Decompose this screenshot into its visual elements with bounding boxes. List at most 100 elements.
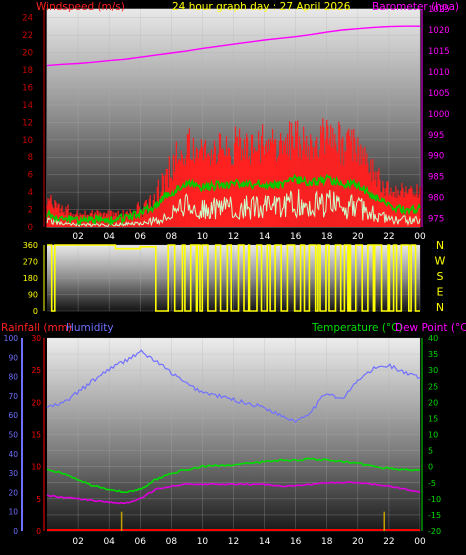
- y-tick-label-temp: -10: [428, 495, 441, 504]
- y-tick-label-rain: 10: [31, 463, 41, 472]
- y-tick-label-right: 1020: [428, 26, 450, 36]
- y-tick-label-right: 995: [428, 131, 444, 141]
- y-tick-label: 2: [28, 206, 33, 216]
- y-tick-label-right: 990: [428, 152, 444, 162]
- x-tick-label: 22: [383, 232, 394, 242]
- windspeed-label: Windspeed (m/s): [36, 1, 125, 13]
- y-tick-label: 16: [22, 83, 33, 93]
- x-tick-label: 22: [383, 537, 394, 547]
- y-tick-label-right: 980: [428, 194, 444, 204]
- y-tick-label-temp: 25: [428, 382, 438, 391]
- y-tick-label: 270: [23, 258, 38, 267]
- x-tick-label: 18: [321, 232, 333, 242]
- y-tick-label-right: 985: [428, 173, 444, 183]
- y-tick-label-humidity: 70: [8, 392, 18, 401]
- y-tick-label-temp: 30: [428, 366, 438, 375]
- y-tick-label-humidity: 30: [8, 469, 18, 478]
- y-tick-label-rain: 30: [31, 334, 41, 343]
- y-tick-label-temp: 35: [428, 350, 438, 359]
- x-tick-label: 10: [197, 232, 209, 242]
- panel-temp: -20 -15 -10 -5 0 5 10 15 20 25 30 35 40 02 04 06 08 10 12 1…: [4, 334, 441, 547]
- y-tick-label: 12: [22, 118, 33, 128]
- barometer-label: Barometer (hpa): [372, 1, 459, 13]
- y-tick-label: 4: [28, 188, 33, 198]
- x-tick-label: 18: [321, 537, 333, 547]
- x-tick-label: 00: [414, 537, 426, 547]
- x-tick-label: 02: [72, 537, 83, 547]
- y-tick-label-rain: 5: [36, 495, 41, 504]
- y-tick-label-temp: 15: [428, 414, 438, 423]
- y-tick-label: 90: [28, 291, 38, 300]
- x-tick-label: 12: [228, 537, 239, 547]
- y-tick-label-humidity: 100: [4, 334, 19, 343]
- x-tick-label: 02: [72, 232, 83, 242]
- y-tick-label-humidity: 0: [13, 527, 18, 536]
- x-tick-label: 06: [135, 232, 147, 242]
- x-tick-label: 00: [414, 232, 426, 242]
- humidity-series: [46, 349, 421, 424]
- x-tick-label: 16: [290, 232, 302, 242]
- x-tick-label: 20: [352, 232, 364, 242]
- y-tick-label: 20: [22, 49, 33, 59]
- y-tick-label-temp: 40: [428, 334, 438, 343]
- compass-label: E: [437, 286, 444, 299]
- y-tick-label-temp: 10: [428, 431, 438, 440]
- barometer-series: [46, 25, 420, 67]
- y-tick-label-right: 1010: [428, 68, 450, 78]
- y-tick-label: 0: [28, 223, 33, 233]
- y-tick-label-temp: 0: [428, 463, 433, 472]
- y-tick-label-humidity: 60: [8, 411, 18, 420]
- y-tick-label-humidity: 20: [8, 488, 18, 497]
- y-tick-label: 0: [33, 307, 38, 316]
- y-tick-label: 8: [28, 153, 33, 163]
- x-tick-label: 14: [259, 232, 271, 242]
- y-tick-label-right: 975: [428, 215, 444, 225]
- x-tick-label: 20: [352, 537, 364, 547]
- x-tick-label: 04: [103, 537, 115, 547]
- y-tick-label-temp: -15: [428, 511, 441, 520]
- y-tick-label: 22: [22, 31, 33, 41]
- y-tick-label-right: 1005: [428, 89, 450, 99]
- y-tick-label-temp: 5: [428, 447, 433, 456]
- y-tick-label-rain: 20: [31, 398, 41, 407]
- y-tick-label: 6: [28, 171, 33, 181]
- y-tick-label-humidity: 10: [8, 508, 18, 517]
- y-tick-label: 180: [23, 274, 38, 283]
- humidity-label: Humidity: [66, 322, 114, 334]
- x-tick-label: 14: [259, 537, 271, 547]
- x-tick-label: 10: [197, 537, 209, 547]
- y-tick-label-humidity: 80: [8, 373, 18, 382]
- y-tick-label-temp: -5: [428, 479, 436, 488]
- panel-wind: 02 04 06 08 10 12 14 16 18 20 22 000246810121416182…: [22, 5, 449, 242]
- y-tick-label-temp: -20: [428, 527, 441, 536]
- y-tick-label: 24: [22, 14, 33, 24]
- x-tick-label: 08: [166, 537, 178, 547]
- y-tick-label-temp: 20: [428, 398, 438, 407]
- rainfall-label: Rainfall (mm): [1, 322, 72, 334]
- x-tick-label: 12: [228, 232, 239, 242]
- y-tick-label-rain: 15: [31, 431, 41, 440]
- compass-label: S: [437, 270, 444, 283]
- y-tick-label-humidity: 90: [8, 353, 18, 362]
- dewpoint-label: Dew Point (°C): [395, 322, 466, 334]
- y-tick-label-right: 1015: [428, 47, 450, 57]
- dewpoint-series: [46, 481, 421, 505]
- y-tick-label-humidity: 40: [8, 450, 18, 459]
- wind-average-series: [46, 173, 421, 227]
- y-tick-label-rain: 0: [36, 527, 41, 536]
- y-tick-label-rain: 25: [31, 366, 41, 375]
- x-tick-label: 04: [103, 232, 115, 242]
- y-tick-label-right: 1000: [428, 110, 450, 120]
- x-tick-label: 06: [135, 537, 147, 547]
- y-tick-label: 14: [22, 101, 33, 111]
- compass-label: N: [436, 301, 444, 314]
- compass-label: N: [436, 239, 444, 252]
- y-tick-label-right: 1025: [428, 5, 450, 15]
- graph-title: 24 hour graph day : 27 April 2026: [172, 1, 351, 13]
- y-tick-label-humidity: 50: [8, 431, 18, 440]
- compass-label: W: [435, 255, 446, 268]
- y-tick-label: 10: [22, 136, 33, 146]
- x-tick-label: 16: [290, 537, 302, 547]
